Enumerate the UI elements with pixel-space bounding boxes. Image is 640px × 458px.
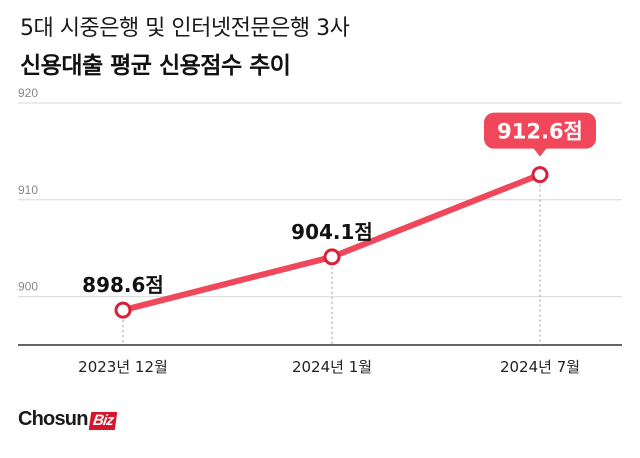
value-label-pointer (533, 147, 547, 157)
x-tick-label: 2024년 7월 (500, 358, 580, 376)
data-point (114, 301, 132, 319)
brand-name: Chosun (18, 408, 88, 430)
chart-subtitle: 5대 시중은행 및 인터넷전문은행 3사 (20, 16, 350, 41)
y-tick-label: 920 (18, 86, 38, 100)
value-label-bubble (484, 112, 596, 149)
value-label: 912.6점 (497, 120, 583, 144)
brand-suffix: Biz (88, 412, 118, 430)
chosunbiz-logo: Chosun Biz (18, 408, 118, 431)
data-point (531, 166, 549, 184)
point-layer (114, 166, 549, 319)
y-tick-label: 910 (18, 183, 38, 197)
x-tick-label: 2023년 12월 (78, 358, 168, 376)
x-tick-label: 2024년 1월 (292, 358, 372, 376)
value-label: 904.1점 (291, 220, 373, 244)
chart-title: 신용대출 평균 신용점수 추이 (20, 53, 291, 79)
value-label: 898.6점 (82, 273, 164, 297)
data-point (323, 248, 341, 266)
y-tick-label: 900 (18, 280, 38, 294)
label-layer: 900 910 920 2023년 12월 2024년 1월 2024년 7월 898.6점… (18, 86, 596, 376)
